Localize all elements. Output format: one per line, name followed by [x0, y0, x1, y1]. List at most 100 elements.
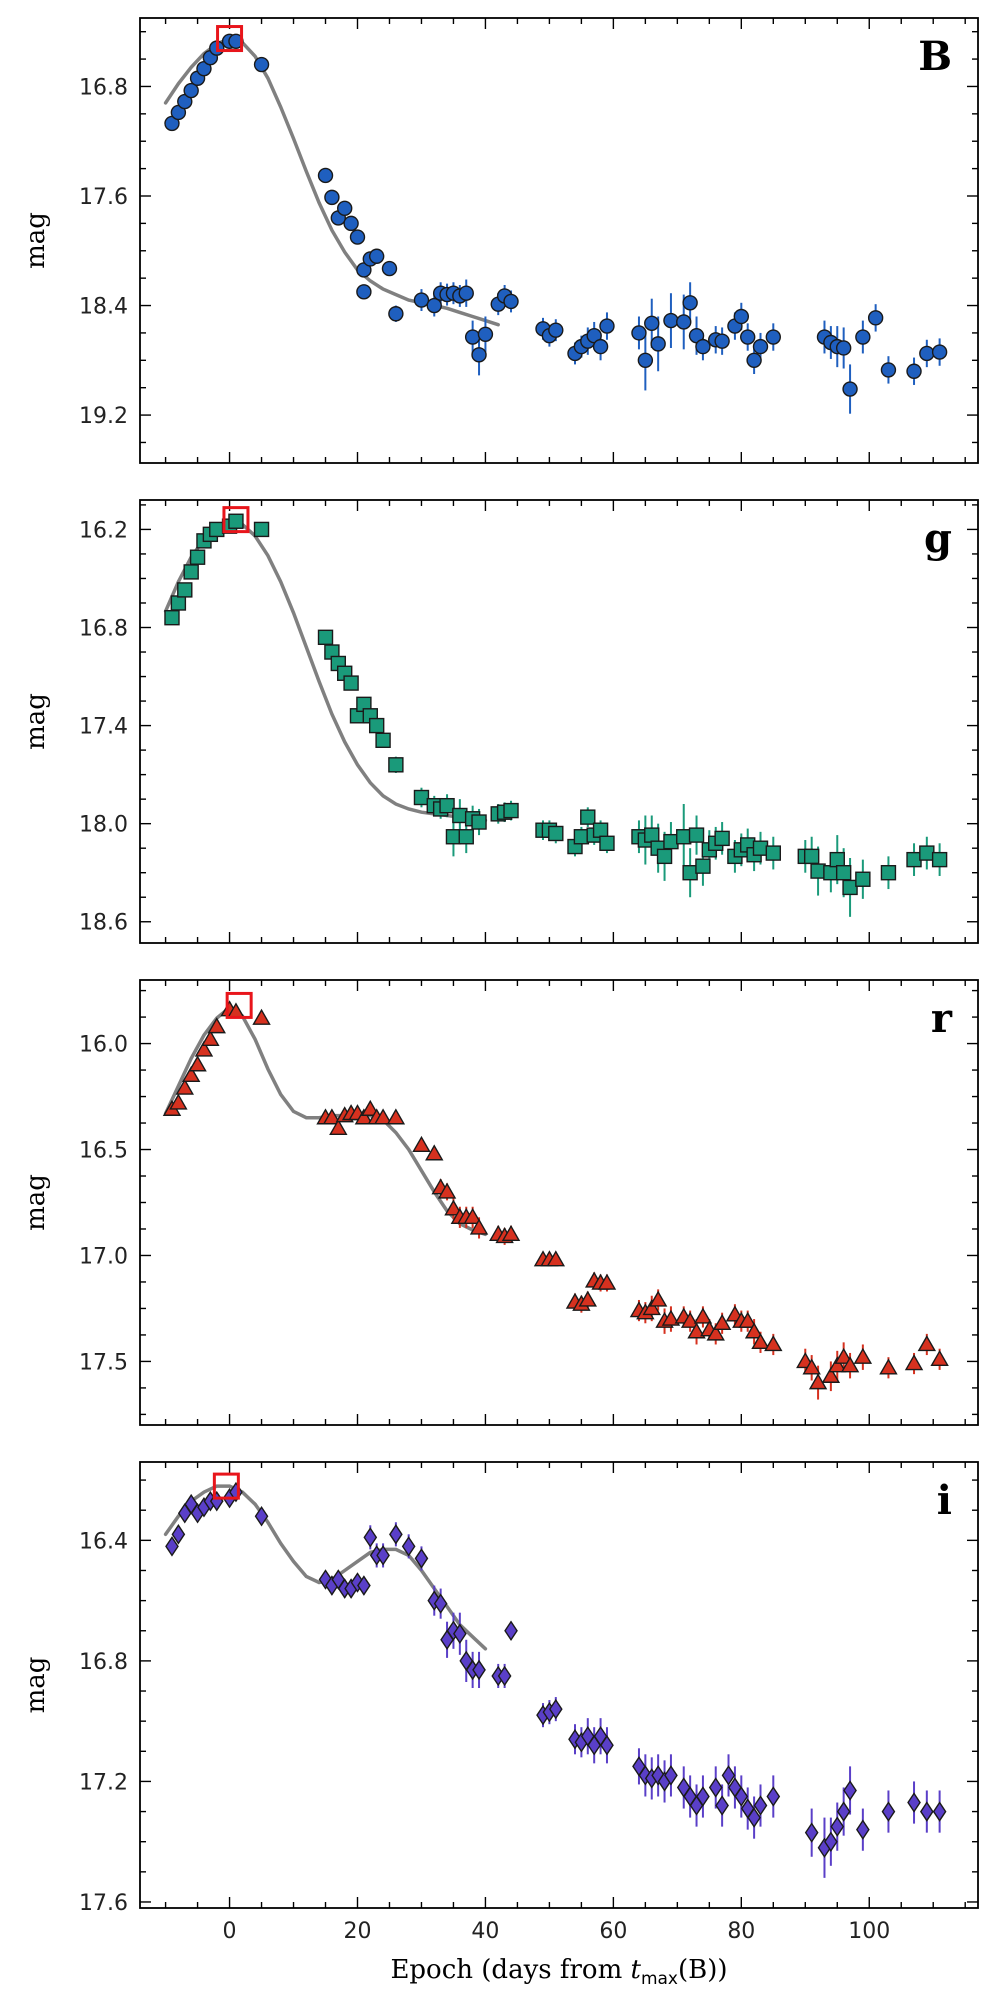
- data-point: [824, 1831, 838, 1852]
- y-tick-label: 16.4: [79, 1529, 128, 1554]
- y-tick-label: 16.2: [79, 518, 128, 543]
- plot-frame: [139, 17, 979, 464]
- data-point: [361, 1099, 380, 1116]
- data-point: [175, 1078, 194, 1095]
- data-point: [682, 295, 698, 311]
- data-point: [368, 717, 385, 734]
- data-point: [503, 802, 519, 819]
- data-point: [931, 344, 948, 360]
- data-point: [165, 1536, 179, 1557]
- peak-marker: [212, 1472, 240, 1500]
- data-point: [650, 336, 666, 352]
- data-point: [354, 1108, 374, 1125]
- data-point: [414, 1548, 429, 1569]
- data-point: [253, 521, 270, 538]
- data-point: [919, 1801, 934, 1822]
- data-point: [444, 1199, 463, 1216]
- y-tick-label: 17.0: [79, 1244, 128, 1269]
- data-point: [592, 822, 609, 838]
- data-point: [322, 1108, 342, 1125]
- data-point: [738, 1311, 757, 1328]
- y-tick-label: 16.0: [79, 1033, 128, 1058]
- data-point: [802, 1358, 821, 1375]
- band-label: g: [924, 515, 952, 562]
- data-point: [842, 879, 858, 896]
- y-tick-label: 19.2: [79, 404, 128, 429]
- data-point: [445, 829, 462, 845]
- data-point: [676, 314, 692, 330]
- data-point: [648, 1290, 668, 1307]
- data-point: [599, 318, 615, 334]
- data-point: [194, 1040, 214, 1057]
- data-point: [856, 1819, 870, 1840]
- model-curve: [163, 36, 500, 327]
- x-axis-title-sub: max: [641, 1969, 678, 1989]
- data-point: [503, 293, 519, 310]
- y-tick-label: 16.5: [79, 1139, 128, 1164]
- plot-frame: [139, 499, 979, 944]
- data-point: [363, 1527, 378, 1548]
- data-point: [452, 807, 468, 824]
- x-axis-title-math: t: [631, 1955, 642, 1985]
- data-point: [471, 347, 487, 363]
- data-point: [356, 284, 372, 300]
- data-point: [642, 1299, 661, 1316]
- peak-marker: [222, 506, 250, 534]
- band-label: B: [918, 33, 952, 80]
- model-curve: [163, 519, 488, 823]
- data-point: [751, 1332, 770, 1350]
- data-point: [254, 1505, 269, 1527]
- data-point: [830, 1816, 845, 1837]
- data-point: [835, 865, 852, 881]
- data-point: [388, 306, 404, 322]
- data-point: [413, 789, 430, 806]
- band-label: r: [931, 995, 953, 1042]
- data-point: [931, 851, 948, 868]
- data-point: [373, 1108, 393, 1125]
- data-point: [580, 809, 596, 825]
- data-point: [744, 1322, 764, 1339]
- x-tick-label: 100: [848, 1919, 890, 1944]
- y-tick-label: 16.8: [79, 1650, 128, 1675]
- data-point: [578, 1290, 597, 1307]
- data-point: [188, 1055, 207, 1072]
- data-point: [842, 381, 858, 397]
- data-point: [682, 865, 698, 881]
- plot-frame: [139, 979, 979, 1426]
- data-point: [177, 582, 193, 598]
- data-point: [867, 310, 884, 326]
- data-point: [834, 1347, 853, 1364]
- data-point: [881, 1801, 896, 1822]
- data-point: [855, 329, 871, 345]
- data-point: [752, 338, 769, 355]
- data-point: [599, 835, 615, 851]
- data-point: [228, 513, 244, 529]
- data-point: [906, 363, 922, 379]
- data-point: [477, 326, 494, 342]
- data-point: [714, 830, 730, 847]
- data-point: [388, 757, 404, 773]
- data-point: [693, 1307, 713, 1324]
- data-point: [880, 362, 897, 378]
- data-point: [734, 1786, 749, 1807]
- data-point: [821, 1366, 841, 1383]
- data-point: [376, 1545, 390, 1566]
- data-point: [680, 1311, 700, 1328]
- data-point: [637, 352, 654, 369]
- x-tick-label: 40: [471, 1919, 499, 1944]
- x-tick-label: 0: [223, 1919, 237, 1944]
- data-point: [733, 308, 750, 325]
- data-point: [546, 1250, 566, 1267]
- data-point: [469, 1218, 489, 1235]
- data-point: [412, 1135, 431, 1152]
- data-point: [764, 1335, 783, 1352]
- data-point: [209, 521, 225, 538]
- y-axis-label: mag: [21, 1174, 51, 1231]
- data-point: [803, 848, 820, 865]
- data-point: [747, 1807, 761, 1828]
- data-point: [548, 825, 564, 842]
- data-point: [472, 1659, 486, 1681]
- y-tick-label: 18.4: [79, 295, 128, 320]
- data-point: [433, 1593, 448, 1614]
